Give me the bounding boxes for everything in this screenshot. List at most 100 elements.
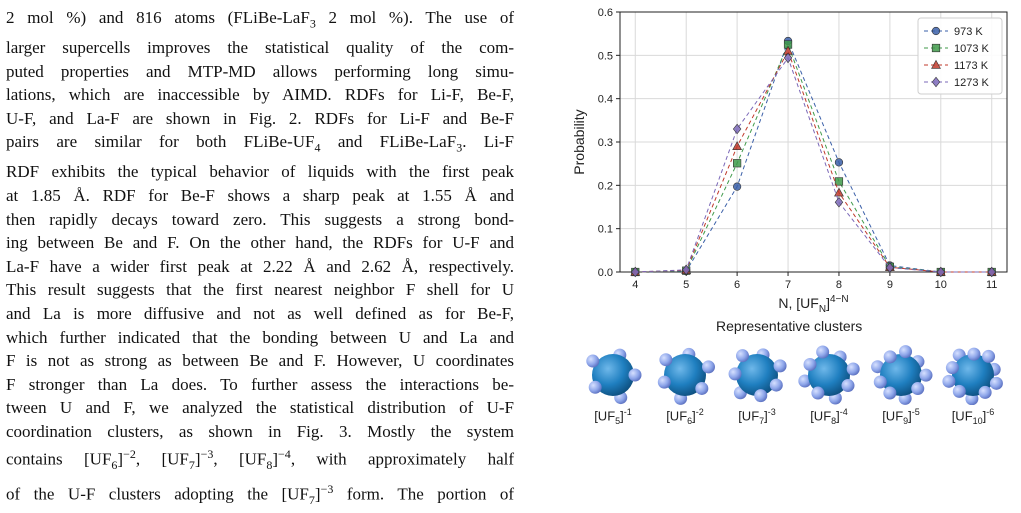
data-point-3 bbox=[783, 52, 793, 64]
data-point-3 bbox=[936, 266, 945, 278]
legend-label: 973 K bbox=[954, 26, 983, 38]
x-tick-label: 11 bbox=[986, 279, 997, 291]
data-point-3 bbox=[885, 262, 895, 273]
cluster-label: [UF10]-6 bbox=[951, 407, 995, 426]
legend-box bbox=[917, 17, 1003, 95]
cluster-molecule-icon bbox=[657, 347, 716, 405]
x-axis-label: N, [UFN]4−N bbox=[778, 294, 848, 315]
uranium-atom bbox=[808, 354, 850, 396]
cluster-molecule-icon bbox=[586, 348, 642, 405]
data-point-3 bbox=[682, 264, 691, 276]
text-line: La-F have a wider first peak at 2.22 Å a… bbox=[6, 256, 514, 276]
data-point-0 bbox=[834, 158, 844, 167]
text-line: coordination clusters, as shown in Fig. … bbox=[6, 421, 514, 441]
text-line: ing between Be and F. On the other hand,… bbox=[6, 233, 514, 253]
fluorine-atom bbox=[942, 374, 956, 388]
coordination-probability-chart: 0.0 0.1 0.2 0.3 0.4 0.5 0.6 4 5 6 7 8 9 10 11 Probabili… bbox=[571, 7, 1008, 315]
x-tick-label: 6 bbox=[734, 279, 740, 291]
y-tick-label: 0.4 bbox=[598, 94, 613, 106]
x-tick-label: 5 bbox=[683, 279, 689, 291]
cluster-4: [UF8]-4 bbox=[794, 343, 864, 433]
fluorine-atom bbox=[735, 349, 749, 363]
uranium-atom bbox=[736, 354, 778, 396]
y-axis-label: Probability bbox=[571, 109, 587, 174]
text-line: of the U-F clusters adopting the [UF7]−3… bbox=[6, 482, 515, 508]
series-line-3 bbox=[635, 56, 992, 273]
fluorine-atom bbox=[816, 345, 830, 359]
legend-label: 1173 K bbox=[954, 60, 989, 72]
cluster-6: [UF10]-6 bbox=[938, 343, 1008, 433]
data-point-3 bbox=[987, 266, 996, 278]
fluorine-atom bbox=[967, 347, 981, 361]
fluorine-atom bbox=[989, 376, 1003, 390]
fluorine-atom bbox=[945, 361, 959, 375]
cluster-label: [UF6]-2 bbox=[666, 407, 704, 426]
text-line: F is not as strong as between Be and F. … bbox=[6, 351, 514, 371]
y-tick-label: 0.0 bbox=[598, 267, 613, 279]
body-text-column: 2 mol %) and 816 atoms (FLiBe-LaF3 2 mol… bbox=[6, 6, 514, 513]
y-tick-label: 0.5 bbox=[598, 50, 613, 62]
uranium-atom bbox=[592, 354, 634, 396]
cluster-label: [UF5]-1 bbox=[594, 407, 632, 426]
text-line: tween U and F, we analyzed the statistic… bbox=[6, 398, 514, 418]
fluorine-atom bbox=[659, 353, 673, 367]
cluster-molecule-icon bbox=[798, 345, 860, 405]
data-point-3 bbox=[834, 196, 844, 208]
data-point-1 bbox=[834, 177, 844, 186]
x-tick-label: 8 bbox=[836, 279, 842, 291]
legend-marker bbox=[931, 43, 941, 53]
uranium-atom bbox=[664, 354, 706, 396]
legend-label: 1273 K bbox=[954, 77, 990, 89]
text-line: then rapidly decays toward zero. This su… bbox=[6, 209, 514, 229]
text-line: 2 mol %) and 816 atoms (FLiBe-LaF3 2 mol… bbox=[6, 8, 515, 31]
cluster-molecule-icon bbox=[942, 347, 1003, 405]
text-line: at 1.85 Å. RDF for Be-F shows a sharp pe… bbox=[6, 185, 514, 205]
fluorine-atom bbox=[873, 375, 887, 389]
x-tick-label: 9 bbox=[887, 279, 893, 291]
series-line-1 bbox=[635, 43, 992, 273]
legend-marker bbox=[931, 59, 941, 69]
cluster-3: [UF7]-3 bbox=[722, 343, 792, 433]
cluster-2: [UF6]-2 bbox=[650, 343, 720, 433]
text-line: contains [UF6]−2, [UF7]−3, [UF8]−4, with… bbox=[6, 447, 514, 473]
text-line: RDF exhibits the typical behavior of liq… bbox=[6, 162, 514, 182]
fluorine-atom bbox=[803, 357, 817, 371]
y-tick-label: 0.2 bbox=[598, 180, 613, 192]
fluorine-atom bbox=[811, 386, 825, 400]
fluorine-atom bbox=[841, 379, 855, 393]
cluster-label: [UF9]-5 bbox=[882, 407, 920, 426]
fluorine-atom bbox=[773, 359, 787, 373]
cluster-label: [UF8]-4 bbox=[810, 407, 848, 426]
data-point-1 bbox=[733, 159, 742, 168]
series-line-2 bbox=[635, 49, 992, 273]
data-point-2 bbox=[732, 141, 743, 151]
data-point-0 bbox=[733, 182, 742, 191]
text-line: pairs are similar for both FLiBe-UF4 and… bbox=[6, 132, 514, 155]
fluorine-atom bbox=[695, 381, 709, 395]
fluorine-atom bbox=[883, 386, 897, 400]
fluorine-atom bbox=[952, 384, 966, 398]
fluorine-atom bbox=[586, 354, 600, 368]
fluorine-atom bbox=[702, 360, 716, 374]
legend-marker bbox=[931, 26, 941, 36]
y-tick-label: 0.1 bbox=[598, 224, 613, 236]
y-tick-label: 0.3 bbox=[598, 137, 613, 149]
data-point-3 bbox=[732, 123, 742, 135]
text-line: This result suggests that the first near… bbox=[6, 280, 514, 300]
fluorine-atom bbox=[911, 382, 925, 396]
legend-marker bbox=[931, 76, 941, 88]
cluster-molecule-icon bbox=[871, 345, 933, 405]
fluorine-atom bbox=[588, 380, 602, 394]
cluster-5: [UF9]-5 bbox=[866, 343, 936, 433]
fluorine-atom bbox=[628, 368, 642, 382]
fluorine-atom bbox=[846, 362, 860, 376]
fluorine-atom bbox=[798, 374, 812, 388]
fluorine-atom bbox=[657, 375, 671, 389]
x-tick-label: 4 bbox=[632, 279, 638, 291]
text-line: which further indicated that the bonding… bbox=[6, 327, 514, 347]
fluorine-atom bbox=[728, 367, 742, 381]
fluorine-atom bbox=[899, 345, 913, 359]
uranium-atom bbox=[952, 354, 994, 396]
text-line: larger supercells improves the statistic… bbox=[6, 37, 514, 57]
text-line: lations, which are inaccessible by AIMD.… bbox=[6, 85, 514, 105]
